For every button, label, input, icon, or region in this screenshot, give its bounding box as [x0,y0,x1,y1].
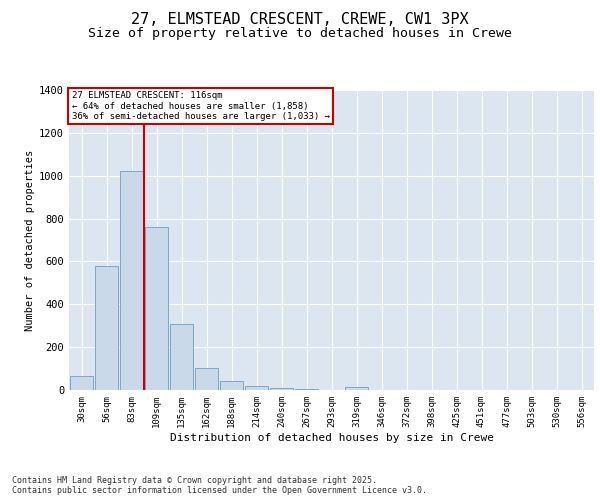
Text: Contains HM Land Registry data © Crown copyright and database right 2025.
Contai: Contains HM Land Registry data © Crown c… [12,476,427,495]
Text: 27 ELMSTEAD CRESCENT: 116sqm
← 64% of detached houses are smaller (1,858)
36% of: 27 ELMSTEAD CRESCENT: 116sqm ← 64% of de… [71,92,329,122]
Bar [269,388,293,390]
Bar [245,386,268,390]
Bar [145,227,169,390]
Bar [295,389,319,390]
Bar [119,172,143,390]
Text: 27, ELMSTEAD CRESCENT, CREWE, CW1 3PX: 27, ELMSTEAD CRESCENT, CREWE, CW1 3PX [131,12,469,28]
X-axis label: Distribution of detached houses by size in Crewe: Distribution of detached houses by size … [170,432,493,442]
Bar [344,388,368,390]
Y-axis label: Number of detached properties: Number of detached properties [25,150,35,330]
Text: Size of property relative to detached houses in Crewe: Size of property relative to detached ho… [88,28,512,40]
Bar [220,382,244,390]
Bar [170,324,193,390]
Bar [95,266,118,390]
Bar [194,368,218,390]
Bar [70,376,94,390]
